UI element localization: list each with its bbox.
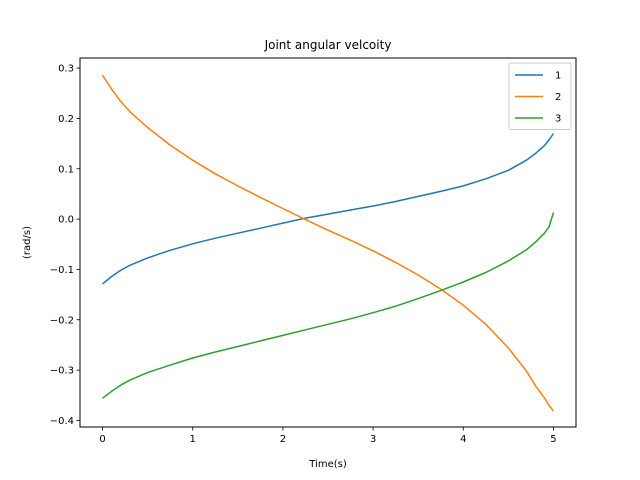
x-axis-label: Time(s) bbox=[308, 459, 347, 470]
y-tick-label: −0.3 bbox=[50, 366, 74, 377]
x-tick-label: 1 bbox=[190, 434, 196, 445]
y-tick-label: −0.1 bbox=[50, 265, 74, 276]
y-tick-label: 0.2 bbox=[58, 114, 74, 125]
plot-area-frame bbox=[79, 57, 577, 428]
series-layer bbox=[101, 74, 555, 412]
series-line-3 bbox=[102, 212, 555, 399]
x-tick-label: 2 bbox=[280, 434, 286, 445]
y-axis-label: (rad/s) bbox=[22, 226, 33, 259]
y-tick-label: −0.2 bbox=[50, 315, 74, 326]
legend: 1 2 3 bbox=[508, 62, 572, 130]
x-tick-label: 5 bbox=[550, 434, 556, 445]
x-tick-label: 3 bbox=[370, 434, 376, 445]
y-tick-label: 0.0 bbox=[58, 215, 74, 226]
y-axis: −0.4 −0.3 −0.2 −0.1 0.0 0.1 0.2 0.3 bbox=[50, 64, 80, 427]
legend-label-1: 1 bbox=[555, 71, 561, 82]
y-tick-label: 0.1 bbox=[58, 164, 74, 175]
chart-title: Joint angular velcoity bbox=[264, 38, 392, 52]
series-line-2 bbox=[101, 74, 555, 412]
legend-label-3: 3 bbox=[555, 114, 561, 125]
x-tick-label: 4 bbox=[460, 434, 466, 445]
y-tick-label: 0.3 bbox=[58, 64, 74, 75]
series-line-1 bbox=[102, 133, 555, 285]
x-tick-label: 0 bbox=[99, 434, 105, 445]
x-axis: 0 1 2 3 4 5 bbox=[99, 427, 557, 445]
legend-label-2: 2 bbox=[555, 92, 561, 103]
y-tick-label: −0.4 bbox=[50, 416, 74, 427]
